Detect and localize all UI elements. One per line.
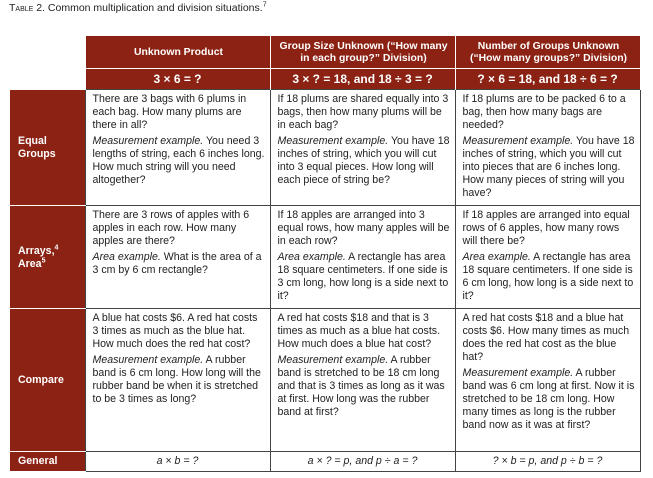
cell-problem: There are 3 bags with 6 plums in each ba… <box>92 93 247 131</box>
caption-label: Table 2. <box>9 2 45 14</box>
cell-example: Measurement example. A rubber band is 6 … <box>93 354 265 406</box>
example-text: You need 3 lengths of string, each 6 inc… <box>92 135 265 186</box>
cell-problem: A red hat costs $18 and a blue hat costs… <box>462 312 630 363</box>
corner-cell <box>10 68 85 90</box>
example-text: A rubber band was 6 cm long at first. No… <box>462 367 635 431</box>
table-cell: If 18 plums are shared equally into 3 ba… <box>269 89 456 206</box>
cell-example: Measurement example. A rubber band is st… <box>278 354 450 419</box>
example-label: Measurement example. <box>277 354 389 366</box>
row-label: General <box>10 451 85 472</box>
cell-problem: If 18 plums are shared equally into 3 ba… <box>277 93 449 131</box>
cell-problem: A blue hat costs $6. A red hat costs 3 t… <box>92 312 258 350</box>
col-header-group-size-unknown: Group Size Unknown (“How many in each gr… <box>269 36 456 69</box>
header-equation-row: 3 × 6 = ? 3 × ? = 18, and 18 ÷ 3 = ? ? ×… <box>10 68 641 90</box>
example-label: Area example. <box>277 251 346 263</box>
cell-problem: There are 3 rows of apples with 6 apples… <box>92 209 250 247</box>
table-cell: A red hat costs $18 and that is 3 times … <box>269 308 456 452</box>
cell-problem: If 18 apples are arranged into equal row… <box>462 209 630 247</box>
col-equation: 3 × ? = 18, and 18 ÷ 3 = ? <box>269 68 456 90</box>
table-cell: There are 3 bags with 6 plums in each ba… <box>84 89 271 206</box>
multiplication-division-table: Unknown Product Group Size Unknown (“How… <box>10 36 641 472</box>
general-formula: a × b = ? <box>84 451 271 472</box>
row-label: Compare <box>10 308 85 452</box>
cell-example: Measurement example. You need 3 lengths … <box>93 135 265 187</box>
cell-example: Measurement example. You have 18 inches … <box>463 135 635 200</box>
cell-problem: If 18 plums are to be packed 6 to a bag,… <box>462 93 626 131</box>
cell-example: Measurement example. A rubber band was 6… <box>463 367 635 432</box>
example-text: A rubber band is stretched to be 18 cm l… <box>277 354 445 418</box>
table-row-arrays-area: Arrays,4 Area5 There are 3 rows of apples… <box>10 205 641 309</box>
general-formula: ? × b = p, and p ÷ b = ? <box>454 451 641 472</box>
example-text: You have 18 inches of string, which you … <box>277 135 450 186</box>
row-label: Equal Groups <box>10 89 85 206</box>
example-label: Measurement example. <box>462 367 574 379</box>
row-label-arrays: Arrays, <box>18 244 55 257</box>
col-header-number-of-groups-unknown: Number of Groups Unknown (“How many grou… <box>454 36 641 69</box>
row-label-area: Area <box>18 257 42 270</box>
table-cell: If 18 apples are arranged into equal row… <box>454 205 641 309</box>
example-label: Area example. <box>92 251 161 263</box>
table-row-compare: Compare A blue hat costs $6. A red hat c… <box>10 308 641 452</box>
cell-problem: If 18 apples are arranged into 3 equal r… <box>277 209 450 247</box>
example-label: Measurement example. <box>92 135 204 147</box>
example-text: A rubber band is 6 cm long. How long wil… <box>92 354 261 405</box>
table-row-equal-groups: Equal Groups There are 3 bags with 6 plu… <box>10 89 641 206</box>
table-cell: If 18 apples are arranged into 3 equal r… <box>269 205 456 309</box>
general-formula: a × ? = p, and p ÷ a = ? <box>269 451 456 472</box>
example-text: A rectangle has area 18 square centimete… <box>462 251 634 302</box>
col-equation: ? × 6 = 18, and 18 ÷ 6 = ? <box>454 68 641 90</box>
table-row-general: General a × b = ? a × ? = p, and p ÷ a =… <box>10 451 641 472</box>
cell-example: Area example. What is the area of a 3 cm… <box>93 251 265 277</box>
caption-text: Common multiplication and division situa… <box>47 2 263 14</box>
col-header-unknown-product: Unknown Product <box>84 36 271 69</box>
table-cell: If 18 plums are to be packed 6 to a bag,… <box>454 89 641 206</box>
cell-example: Area example. A rectangle has area 18 sq… <box>278 251 450 303</box>
example-label: Measurement example. <box>462 135 574 147</box>
table-cell: A red hat costs $18 and a blue hat costs… <box>454 308 641 452</box>
example-label: Area example. <box>462 251 531 263</box>
footnote: 4 <box>54 243 59 251</box>
col-equation: 3 × 6 = ? <box>84 68 271 90</box>
caption-footnote: 7 <box>262 1 267 9</box>
corner-cell <box>10 36 85 69</box>
example-label: Measurement example. <box>277 135 389 147</box>
table-caption: Table 2. Common multiplication and divis… <box>9 1 267 15</box>
table-cell: A blue hat costs $6. A red hat costs 3 t… <box>84 308 271 452</box>
example-label: Measurement example. <box>92 354 204 366</box>
header-title-row: Unknown Product Group Size Unknown (“How… <box>10 36 641 69</box>
example-text: A rectangle has area 18 square centimete… <box>277 251 449 302</box>
example-text: What is the area of a 3 cm by 6 cm recta… <box>92 251 262 276</box>
cell-problem: A red hat costs $18 and that is 3 times … <box>277 312 441 350</box>
cell-example: Area example. A rectangle has area 18 sq… <box>463 251 635 303</box>
row-label: Arrays,4 Area5 <box>10 205 85 309</box>
footnote: 5 <box>41 256 46 264</box>
example-text: You have 18 inches of string, which you … <box>462 135 635 199</box>
cell-example: Measurement example. You have 18 inches … <box>278 135 450 187</box>
table-cell: There are 3 rows of apples with 6 apples… <box>84 205 271 309</box>
